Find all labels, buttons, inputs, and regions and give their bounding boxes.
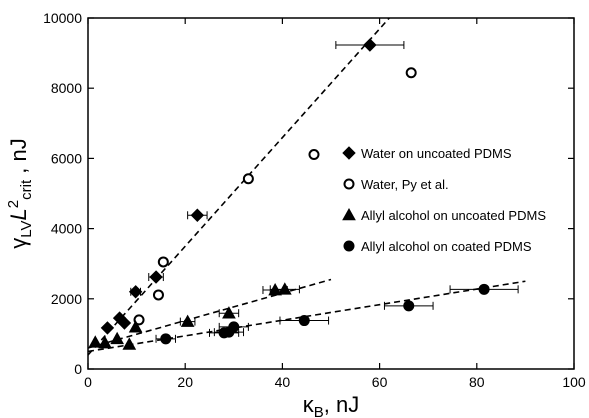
fit-line	[87, 278, 332, 349]
data-point	[268, 282, 282, 296]
data-point	[128, 285, 143, 299]
data-point	[242, 173, 254, 185]
data-point	[152, 289, 164, 301]
legend-label: Allyl alcohol on uncoated PDMS	[361, 208, 546, 223]
data-point	[133, 314, 145, 326]
x-tick-label: 20	[177, 374, 193, 390]
data-point	[100, 321, 115, 335]
x-tick-label: 100	[562, 374, 586, 390]
x-tick-label: 80	[469, 374, 485, 390]
data-point	[117, 316, 132, 330]
data-point	[190, 208, 205, 222]
legend-label: Water, Py et al.	[361, 177, 449, 192]
fit-lines	[87, 17, 526, 356]
y-axis-title: γLVL2crit , nJ	[5, 138, 35, 248]
data-point	[160, 333, 172, 345]
x-tick-label: 0	[84, 374, 92, 390]
data-point	[478, 283, 490, 295]
y-tick-label: 10000	[43, 10, 82, 26]
data-point	[298, 315, 310, 327]
data-point	[128, 320, 143, 333]
legend-marker	[343, 178, 355, 190]
data-point	[98, 335, 112, 349]
legend-marker	[342, 207, 356, 221]
y-tick-label: 8000	[51, 80, 82, 96]
legend-marker	[342, 146, 356, 160]
data-point	[149, 270, 163, 284]
fit-line	[87, 17, 390, 356]
data-point	[405, 67, 417, 79]
legend-marker	[343, 240, 355, 252]
legend: Water on uncoated PDMS Water, Py et al. Al…	[342, 146, 546, 254]
data-point	[157, 256, 169, 268]
data-point	[88, 335, 103, 348]
data-point	[222, 306, 236, 319]
data-point	[403, 300, 415, 312]
x-tick-label: 40	[275, 374, 291, 390]
legend-label: Water on uncoated PDMS	[361, 146, 512, 161]
x-axis-title: κB, nJ	[303, 392, 359, 418]
y-tick-label: 0	[74, 361, 82, 377]
data-point	[228, 321, 240, 333]
error-bars	[130, 41, 519, 343]
data-point	[363, 38, 377, 52]
y-tick-label: 4000	[51, 221, 82, 237]
data-point	[180, 314, 195, 327]
data-point	[308, 149, 320, 161]
y-tick-label: 6000	[51, 150, 82, 166]
data-point	[277, 282, 292, 295]
data-point	[122, 337, 137, 350]
data-point	[110, 331, 125, 345]
legend-label: Allyl alcohol on coated PDMS	[361, 239, 532, 254]
axes: 0 20 40 60 80 100 0 2000 4000 6000 8000 10000	[43, 10, 586, 390]
plot-frame	[87, 17, 575, 370]
y-tick-label: 2000	[51, 291, 82, 307]
x-tick-label: 60	[372, 374, 388, 390]
data-points	[88, 38, 490, 350]
